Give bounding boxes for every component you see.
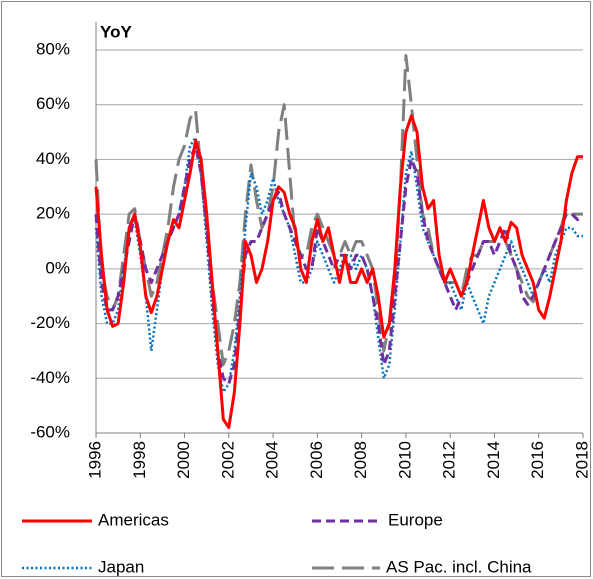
x-tick-label: 1998 xyxy=(130,441,149,479)
x-tick-label: 2008 xyxy=(351,441,370,479)
y-tick-label: -20% xyxy=(30,313,70,332)
x-tick-label: 2010 xyxy=(395,441,414,479)
x-tick-label: 2004 xyxy=(263,441,282,479)
legend-label: Japan xyxy=(98,557,144,576)
legend-label: Europe xyxy=(388,510,443,529)
y-tick-label: 60% xyxy=(36,94,70,113)
x-tick-label: 2018 xyxy=(572,441,591,479)
y-tick-label: 80% xyxy=(36,39,70,58)
y-tick-label: -40% xyxy=(30,368,70,387)
x-tick-label: 1996 xyxy=(85,441,104,479)
x-tick-label: 2012 xyxy=(440,441,459,479)
series-line xyxy=(94,144,584,386)
x-tick-label: 2014 xyxy=(484,441,503,479)
x-tick-label: 2016 xyxy=(528,441,547,479)
legend-label: AS Pac. incl. China xyxy=(386,557,532,576)
x-tick-label: 2006 xyxy=(307,441,326,479)
x-tick-label: 2002 xyxy=(218,441,237,479)
y-tick-label: -60% xyxy=(30,422,70,441)
chart-title: YoY xyxy=(100,22,132,41)
x-tick-label: 2000 xyxy=(174,441,193,479)
y-tick-label: 20% xyxy=(36,204,70,223)
y-tick-label: 40% xyxy=(36,149,70,168)
series-line xyxy=(94,114,583,429)
y-tick-label: 0% xyxy=(45,258,70,277)
legend-label: Americas xyxy=(98,510,169,529)
